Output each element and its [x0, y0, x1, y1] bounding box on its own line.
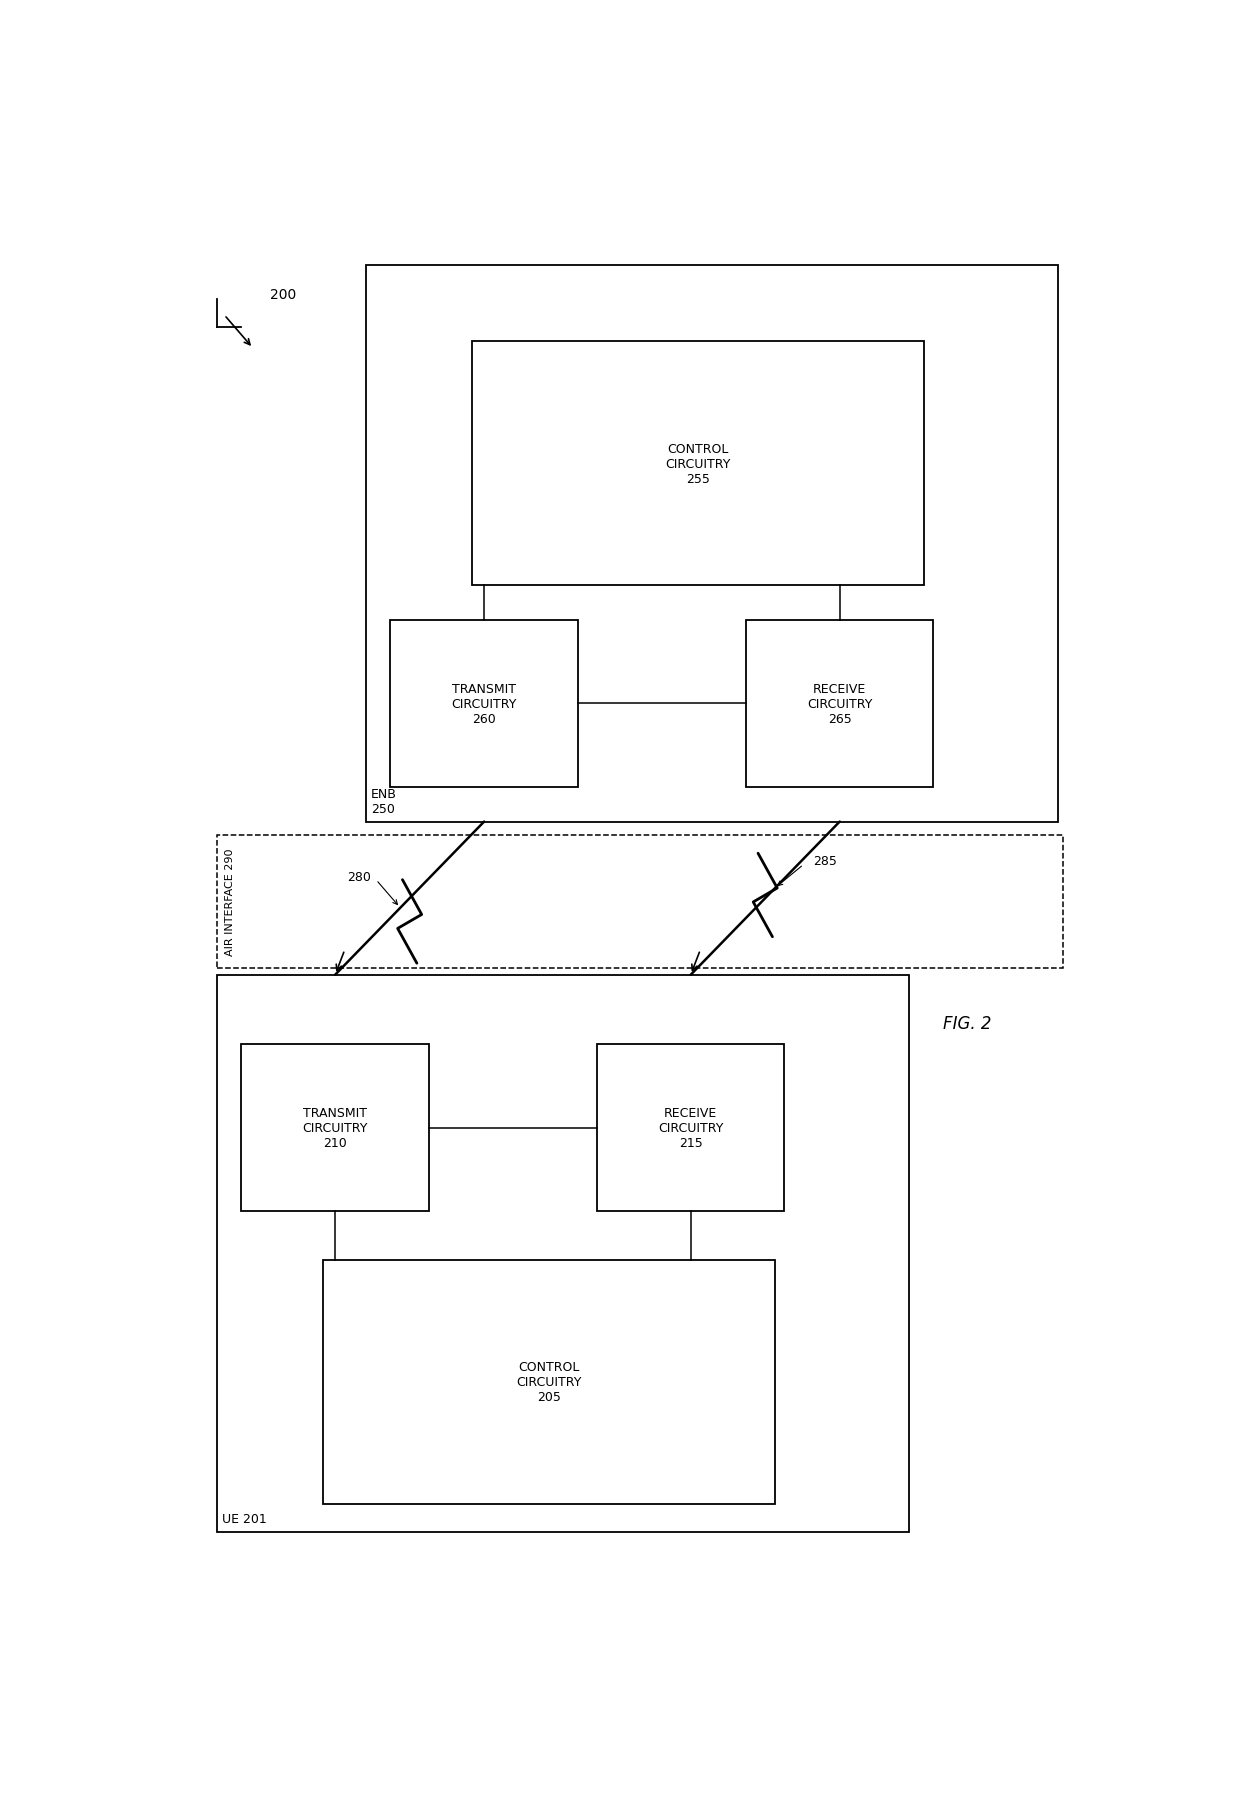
Bar: [596, 1044, 785, 1212]
Text: TRANSMIT
CIRCUITRY
260: TRANSMIT CIRCUITRY 260: [451, 683, 517, 725]
Text: CONTROL
CIRCUITRY
255: CONTROL CIRCUITRY 255: [666, 443, 730, 486]
Text: CONTROL
CIRCUITRY
205: CONTROL CIRCUITRY 205: [516, 1361, 582, 1404]
Text: 285: 285: [813, 855, 837, 867]
Text: TRANSMIT
CIRCUITRY
210: TRANSMIT CIRCUITRY 210: [303, 1106, 368, 1149]
Text: FIG. 2: FIG. 2: [942, 1016, 992, 1034]
Bar: [472, 342, 924, 585]
Text: 200: 200: [270, 287, 296, 302]
Text: RECEIVE
CIRCUITRY
215: RECEIVE CIRCUITRY 215: [658, 1106, 723, 1149]
Bar: [391, 620, 578, 788]
Bar: [324, 1261, 775, 1503]
Text: AIR INTERFACE 290: AIR INTERFACE 290: [226, 847, 236, 956]
Bar: [367, 266, 1058, 822]
Bar: [217, 837, 1063, 969]
Bar: [746, 620, 934, 788]
Text: 280: 280: [347, 871, 371, 884]
Text: ENB
250: ENB 250: [371, 788, 397, 815]
Bar: [242, 1044, 429, 1212]
Bar: [217, 976, 909, 1532]
Text: RECEIVE
CIRCUITRY
265: RECEIVE CIRCUITRY 265: [807, 683, 873, 725]
Text: UE 201: UE 201: [222, 1512, 267, 1525]
